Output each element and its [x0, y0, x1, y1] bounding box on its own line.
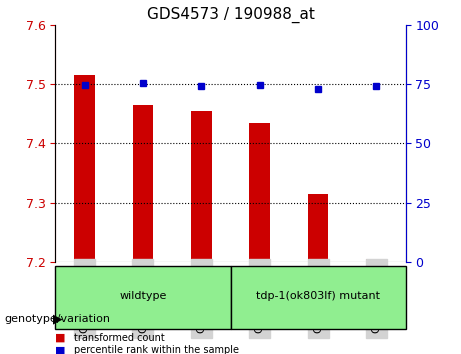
Text: ■: ■: [55, 346, 66, 354]
Bar: [308, 194, 328, 262]
Text: ■: ■: [55, 333, 66, 343]
FancyBboxPatch shape: [230, 266, 406, 329]
Text: genotype/variation: genotype/variation: [5, 314, 111, 324]
Text: transformed count: transformed count: [74, 333, 165, 343]
Bar: [249, 123, 270, 262]
Text: percentile rank within the sample: percentile rank within the sample: [74, 346, 239, 354]
Bar: [133, 105, 153, 262]
Text: tdp-1(ok803lf) mutant: tdp-1(ok803lf) mutant: [256, 291, 380, 301]
Bar: [74, 75, 95, 262]
Bar: [366, 259, 387, 262]
FancyBboxPatch shape: [55, 266, 230, 329]
Bar: [191, 111, 212, 262]
Text: ▶: ▶: [53, 312, 63, 325]
Text: wildtype: wildtype: [119, 291, 166, 301]
Title: GDS4573 / 190988_at: GDS4573 / 190988_at: [147, 7, 314, 23]
